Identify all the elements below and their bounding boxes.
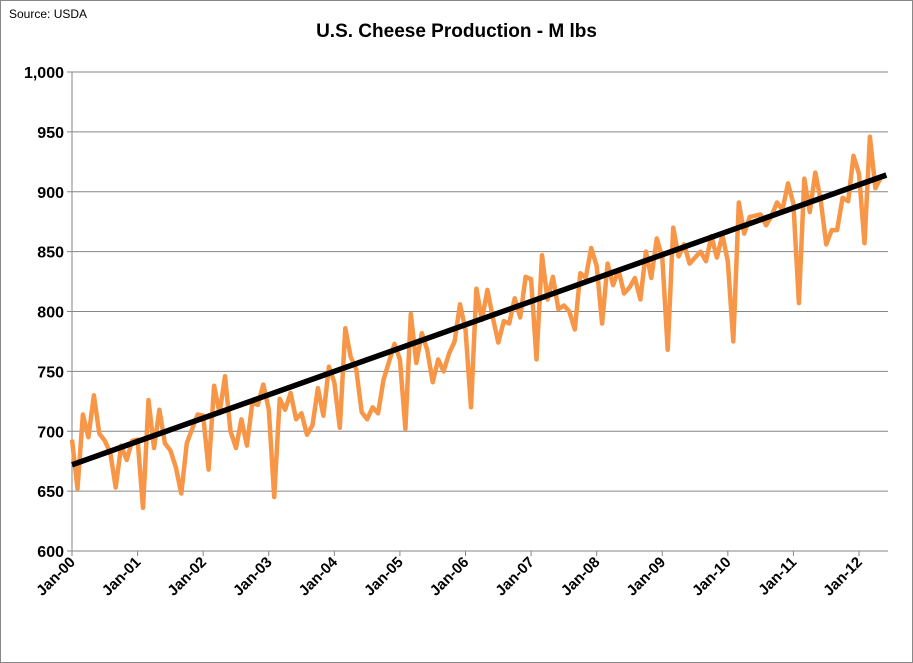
y-tick-label: 700 <box>37 424 64 441</box>
chart-title: U.S. Cheese Production - M lbs <box>316 21 597 42</box>
x-tick-label: Jan-05 <box>361 554 407 600</box>
x-tick-label: Jan-11 <box>755 554 800 599</box>
y-tick-label: 850 <box>37 245 64 262</box>
x-tick-label: Jan-09 <box>623 554 669 600</box>
x-tick-label: Jan-02 <box>164 554 210 600</box>
x-tick-label: Jan-07 <box>492 554 538 600</box>
x-tick-label: Jan-08 <box>558 554 604 600</box>
x-tick-label: Jan-04 <box>296 553 342 599</box>
x-tick-label: Jan-03 <box>230 554 276 600</box>
x-tick-label: Jan-10 <box>689 554 735 600</box>
source-note: Source: USDA <box>9 7 88 21</box>
y-tick-label: 1,000 <box>24 65 64 82</box>
y-tick-label: 750 <box>37 364 64 381</box>
x-tick-label: Jan-12 <box>820 554 866 600</box>
y-tick-label: 600 <box>37 544 64 561</box>
y-tick-label: 800 <box>37 305 64 322</box>
x-tick-label: Jan-01 <box>99 554 145 600</box>
trend-line <box>71 172 888 468</box>
x-tick-label: Jan-06 <box>427 554 473 600</box>
y-tick-label: 900 <box>37 185 64 202</box>
y-tick-label: 650 <box>37 484 64 501</box>
y-tick-label: 950 <box>37 125 64 142</box>
production-line <box>69 134 887 511</box>
